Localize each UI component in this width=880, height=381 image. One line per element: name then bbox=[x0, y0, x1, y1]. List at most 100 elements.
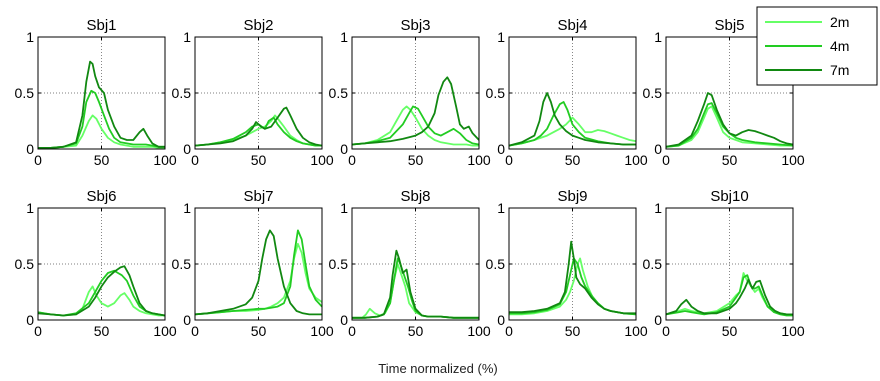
y-tick-label-sbj9-0: 0 bbox=[497, 312, 505, 328]
y-tick-label-sbj6-2: 1 bbox=[26, 200, 34, 216]
x-tick-label-sbj5-2: 100 bbox=[781, 152, 805, 168]
series-line-sbj10-4m bbox=[665, 274, 793, 317]
y-tick-label-sbj4-0: 0 bbox=[497, 141, 505, 157]
legend-label-4m: 4m bbox=[830, 38, 849, 54]
y-tick-label-sbj1-2: 1 bbox=[26, 29, 34, 45]
y-tick-label-sbj4-1: 0.5 bbox=[486, 85, 506, 101]
panel-title-sbj10: Sbj10 bbox=[710, 188, 748, 205]
panel-sbj4: 0 50 100 0 0.5 1 Sbj4 bbox=[486, 17, 648, 168]
panel-title-sbj4: Sbj4 bbox=[557, 17, 587, 34]
series-line-sbj3-4m bbox=[351, 105, 480, 146]
panel-sbj10: 0 50 100 0 0.5 1 Sbj10 bbox=[643, 188, 805, 339]
x-tick-label-sbj8-0: 0 bbox=[348, 323, 356, 339]
x-tick-label-sbj5-1: 50 bbox=[722, 152, 738, 168]
y-tick-label-sbj2-0: 0 bbox=[183, 141, 191, 157]
x-tick-label-sbj9-2: 100 bbox=[624, 323, 648, 339]
x-tick-label-sbj1-2: 100 bbox=[153, 152, 177, 168]
series-line-sbj4-2m bbox=[508, 116, 637, 147]
series-line-sbj1-7m bbox=[38, 60, 165, 149]
y-tick-label-sbj6-1: 0.5 bbox=[15, 256, 35, 272]
x-tick-label-sbj6-2: 100 bbox=[153, 323, 177, 339]
panel-sbj7: 0 50 100 0 0.5 1 Sbj7 bbox=[172, 188, 334, 339]
x-tick-label-sbj10-2: 100 bbox=[781, 323, 805, 339]
panel-title-sbj8: Sbj8 bbox=[400, 188, 430, 205]
y-tick-label-sbj9-1: 0.5 bbox=[486, 256, 506, 272]
y-tick-label-sbj6-0: 0 bbox=[26, 312, 34, 328]
y-tick-label-sbj1-0: 0 bbox=[26, 141, 34, 157]
x-tick-label-sbj3-2: 100 bbox=[467, 152, 491, 168]
series-line-sbj2-7m bbox=[194, 106, 323, 147]
panel-sbj6: 0 50 100 0 0.5 1 Sbj6 bbox=[15, 188, 177, 339]
y-tick-label-sbj2-1: 0.5 bbox=[172, 85, 192, 101]
series-line-sbj3-2m bbox=[351, 105, 479, 147]
x-tick-label-sbj1-0: 0 bbox=[34, 152, 42, 168]
series-line-sbj4-7m bbox=[508, 92, 636, 147]
x-tick-label-sbj3-1: 50 bbox=[408, 152, 424, 168]
y-tick-label-sbj7-2: 1 bbox=[183, 200, 191, 216]
y-tick-label-sbj5-1: 0.5 bbox=[643, 85, 663, 101]
series-line-sbj6-7m bbox=[37, 265, 166, 317]
y-tick-label-sbj2-2: 1 bbox=[183, 29, 191, 45]
y-tick-label-sbj10-2: 1 bbox=[654, 200, 662, 216]
series-line-sbj9-7m bbox=[509, 240, 636, 315]
x-tick-label-sbj9-0: 0 bbox=[505, 323, 513, 339]
x-tick-label-sbj4-2: 100 bbox=[624, 152, 648, 168]
legend-label-7m: 7m bbox=[830, 62, 849, 78]
x-tick-label-sbj2-0: 0 bbox=[191, 152, 199, 168]
y-tick-label-sbj5-0: 0 bbox=[654, 141, 662, 157]
y-tick-label-sbj7-1: 0.5 bbox=[172, 256, 192, 272]
x-tick-label-sbj3-0: 0 bbox=[348, 152, 356, 168]
series-line-sbj10-7m bbox=[665, 278, 793, 316]
panel-title-sbj9: Sbj9 bbox=[557, 188, 587, 205]
y-tick-label-sbj10-0: 0 bbox=[654, 312, 662, 328]
x-tick-label-sbj8-2: 100 bbox=[467, 323, 491, 339]
legend-label-2m: 2m bbox=[830, 14, 849, 30]
y-tick-label-sbj4-2: 1 bbox=[497, 29, 505, 45]
x-tick-label-sbj7-1: 50 bbox=[251, 323, 267, 339]
panel-title-sbj1: Sbj1 bbox=[86, 17, 116, 34]
x-tick-label-sbj10-0: 0 bbox=[662, 323, 670, 339]
y-tick-label-sbj3-2: 1 bbox=[340, 29, 348, 45]
y-tick-label-sbj8-0: 0 bbox=[340, 312, 348, 328]
x-tick-label-sbj6-1: 50 bbox=[94, 323, 110, 339]
panel-title-sbj2: Sbj2 bbox=[243, 17, 273, 34]
y-tick-label-sbj7-0: 0 bbox=[183, 312, 191, 328]
panel-sbj1: 0 50 100 0 0.5 1 Sbj1 bbox=[15, 17, 177, 168]
y-tick-label-sbj1-1: 0.5 bbox=[15, 85, 35, 101]
panel-sbj8: 0 50 100 0 0.5 1 Sbj8 bbox=[329, 188, 491, 339]
x-tick-label-sbj1-1: 50 bbox=[94, 152, 110, 168]
x-tick-label-sbj9-1: 50 bbox=[565, 323, 581, 339]
series-line-sbj1-2m bbox=[38, 114, 165, 149]
panel-sbj3: 0 50 100 0 0.5 1 Sbj3 bbox=[329, 17, 491, 168]
y-tick-label-sbj9-2: 1 bbox=[497, 200, 505, 216]
y-tick-label-sbj5-2: 1 bbox=[654, 29, 662, 45]
series-line-sbj7-7m bbox=[194, 229, 322, 316]
x-tick-label-sbj8-1: 50 bbox=[408, 323, 424, 339]
x-axis-label: Time normalized (%) bbox=[378, 361, 497, 376]
legend: 2m 4m 7m bbox=[756, 6, 878, 86]
series-line-sbj2-4m bbox=[194, 116, 322, 147]
series-line-sbj5-7m bbox=[665, 92, 794, 148]
x-tick-label-sbj4-0: 0 bbox=[505, 152, 513, 168]
y-tick-label-sbj3-0: 0 bbox=[340, 141, 348, 157]
series-line-sbj8-7m bbox=[352, 249, 479, 319]
series-line-sbj5-4m bbox=[665, 102, 794, 148]
x-tick-label-sbj10-1: 50 bbox=[722, 323, 738, 339]
series-line-sbj5-2m bbox=[665, 105, 793, 148]
panel-title-sbj7: Sbj7 bbox=[243, 188, 273, 205]
panel-title-sbj3: Sbj3 bbox=[400, 17, 430, 34]
panel-sbj9: 0 50 100 0 0.5 1 Sbj9 bbox=[486, 188, 648, 339]
x-tick-label-sbj4-1: 50 bbox=[565, 152, 581, 168]
y-tick-label-sbj8-2: 1 bbox=[340, 200, 348, 216]
panel-sbj2: 0 50 100 0 0.5 1 Sbj2 bbox=[172, 17, 334, 168]
y-tick-label-sbj3-1: 0.5 bbox=[329, 85, 349, 101]
y-tick-label-sbj8-1: 0.5 bbox=[329, 256, 349, 272]
panel-title-sbj5: Sbj5 bbox=[714, 17, 744, 34]
series-line-sbj7-4m bbox=[194, 229, 323, 316]
panel-title-sbj6: Sbj6 bbox=[86, 188, 116, 205]
x-tick-label-sbj2-2: 100 bbox=[310, 152, 334, 168]
x-tick-label-sbj7-0: 0 bbox=[191, 323, 199, 339]
x-tick-label-sbj6-0: 0 bbox=[34, 323, 42, 339]
